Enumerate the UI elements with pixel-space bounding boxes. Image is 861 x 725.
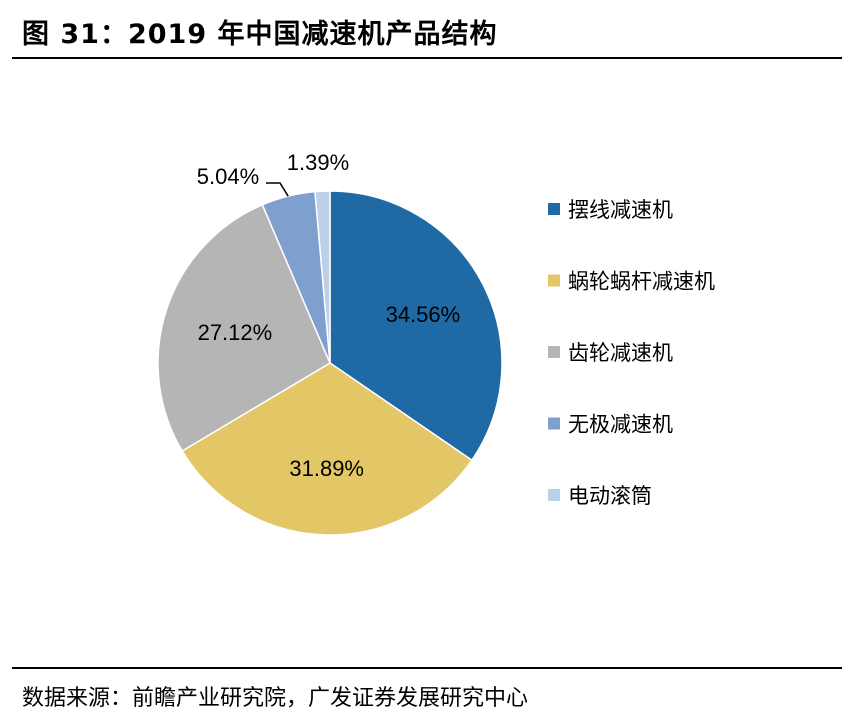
data-label-5: 1.39% (287, 150, 349, 175)
data-label-3: 27.12% (198, 320, 273, 345)
chart-title: 图 31：2019 年中国减速机产品结构 (22, 19, 498, 50)
pie-slice-2 (181, 362, 473, 536)
data-label-4: 5.04% (197, 164, 259, 189)
legend-swatch-3 (548, 346, 560, 358)
source-note: 数据来源：前瞻产业研究院，广发证券发展研究中心 (22, 686, 529, 711)
pie-slice-3 (157, 203, 331, 453)
pie-slice-5 (314, 190, 331, 364)
pie-slice-1 (329, 190, 503, 462)
pie-slices (157, 190, 503, 536)
legend-label-5: 电动滚筒 (568, 484, 652, 508)
legend-swatch-1 (548, 203, 560, 215)
leader-lines (266, 182, 289, 197)
data-label-2: 31.89% (289, 456, 364, 481)
legend-swatch-4 (548, 417, 560, 430)
leader-line-4 (266, 182, 289, 197)
title-divider (12, 57, 842, 59)
legend-label-3: 齿轮减速机 (568, 341, 673, 365)
legend-label-4: 无极减速机 (568, 413, 673, 437)
legend-swatch-2 (548, 274, 560, 287)
legend-swatch-5 (548, 489, 560, 501)
source-divider (12, 667, 842, 669)
legend-label-2: 蜗轮蜗杆减速机 (568, 270, 715, 294)
legend-label-1: 摆线减速机 (568, 198, 673, 222)
data-label-1: 34.56% (386, 302, 461, 327)
data-labels: 34.56% 31.89% 27.12% 5.04% 1.39% (197, 150, 460, 481)
